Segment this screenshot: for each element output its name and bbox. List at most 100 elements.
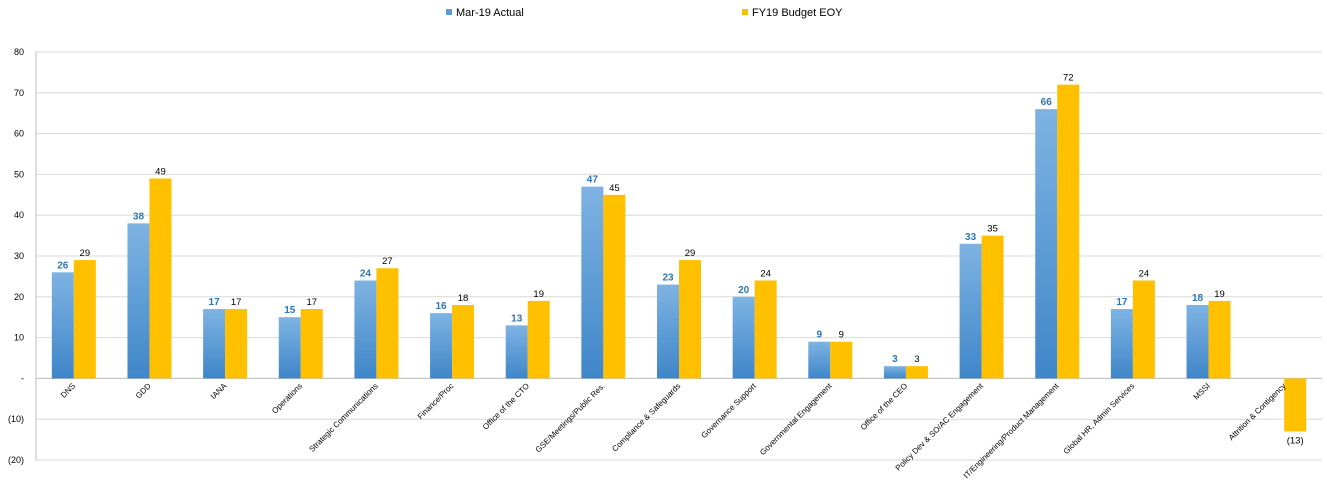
bar-budget [830,341,853,379]
x-tick-label: Compliance & Safeguards [610,381,682,453]
y-tick-label: 10 [14,333,24,343]
bar-actual [657,284,679,379]
data-label-budget: 19 [533,289,544,300]
x-tick-label: Operations [270,381,304,415]
y-tick-label: 70 [14,88,24,98]
x-tick-label: Strategic Communications [307,381,379,453]
data-label-budget: 72 [1063,73,1074,84]
legend-swatch [742,9,748,15]
bar-budget [981,235,1004,379]
y-tick-label: 50 [14,169,24,179]
bar-budget [527,300,550,379]
x-tick-label: DNS [59,381,77,399]
y-tick-label: 80 [14,47,24,57]
x-tick-label: Governance Support [699,381,758,440]
x-tick-label: Attrition & Contigency [1227,381,1288,442]
legend-label: Mar-19 Actual [456,7,524,19]
bar-budget [225,309,248,379]
bar-actual [581,186,604,379]
bar-actual [51,272,74,379]
data-label-actual: 16 [435,301,447,312]
gridlines [35,51,1322,461]
data-label-actual: 47 [587,175,599,186]
bar-actual [203,309,226,379]
x-tick-label: Office of the CTO [481,381,531,431]
bar-actual [808,341,831,379]
data-label-budget: 18 [458,293,469,304]
y-tick-label: 60 [14,129,24,139]
x-tick-label: GDD [134,381,153,400]
data-label-actual: 18 [1192,293,1204,304]
bar-budget [754,280,777,379]
y-tick-label: 20 [14,292,24,302]
bar-budget [679,260,701,379]
data-label-actual: 9 [817,330,823,341]
data-label-actual: 24 [360,268,372,279]
y-tick-label: 40 [14,210,24,220]
bar-actual [278,317,301,379]
bar-actual [127,223,150,379]
data-labels: 26 29 38 49 17 17 15 17 24 27 16 18 13 19 47 45 23 29 20 24… [57,73,1303,447]
data-label-budget: 29 [685,248,696,259]
y-tick-label: 30 [14,251,24,261]
data-label-budget: 17 [231,297,242,308]
bar-actual [354,280,377,379]
legend: Mar-19 Actual FY19 Budget EOY [446,7,843,19]
x-tick-label: GSE/Meetings/Public Res. [534,381,607,454]
data-label-actual: 17 [209,297,221,308]
bar-budget [73,260,96,379]
bar-budget [300,309,323,379]
data-label-budget: 49 [155,166,166,177]
x-axis-ticks: DNS GDD IANA Operations Strategic Communicat… [59,381,1288,480]
data-label-budget: 24 [760,268,771,279]
bar-budget [905,366,928,379]
legend-swatch [446,9,452,15]
y-axis-ticks: 80 70 60 50 40 30 20 10 - (10) (20) [8,47,24,465]
data-label-actual: 3 [892,354,898,365]
bars [51,84,1307,432]
data-label-actual: 13 [511,313,523,324]
x-tick-label: MSSI [1192,381,1212,401]
y-tick-label: - [21,373,24,383]
data-label-budget: 45 [609,183,620,194]
data-label-actual: 26 [57,260,69,271]
legend-label: FY19 Budget EOY [752,7,843,19]
data-label-budget: 27 [382,256,393,267]
bar-actual [1110,309,1133,379]
bar-budget [149,178,172,379]
x-tick-label: Finance/Proc [416,381,456,421]
data-label-budget: (13) [1287,435,1304,446]
bar-budget [452,304,475,379]
data-label-actual: 15 [284,305,296,316]
bar-budget [1132,280,1155,379]
data-label-budget: 24 [1139,268,1150,279]
data-label-budget: 35 [987,224,998,235]
y-tick-label: (20) [8,455,24,465]
data-label-actual: 33 [965,232,977,243]
y-tick-label: (10) [8,414,24,424]
data-label-actual: 23 [662,273,674,284]
data-label-actual: 17 [1116,297,1128,308]
data-label-actual: 66 [1041,97,1053,108]
bar-budget [376,268,399,379]
bar-actual [505,325,528,379]
data-label-budget: 19 [1214,289,1225,300]
bar-actual [1035,109,1058,379]
bar-actual [883,366,906,379]
bar-actual [959,243,982,379]
data-label-budget: 3 [914,354,919,365]
data-label-budget: 17 [306,297,317,308]
x-tick-label: IANA [209,381,229,401]
data-label-budget: 29 [80,248,91,259]
x-tick-label: Policy Dev & SO/AC Engagement [894,381,986,473]
data-label-actual: 20 [738,285,750,296]
bar-actual [1186,304,1209,379]
data-label-budget: 9 [839,330,844,341]
bar-budget [1284,378,1307,432]
x-tick-label: Office of the CEO [859,381,910,432]
bar-actual [430,313,453,379]
data-label-actual: 38 [133,211,145,222]
bar-budget [603,194,626,379]
